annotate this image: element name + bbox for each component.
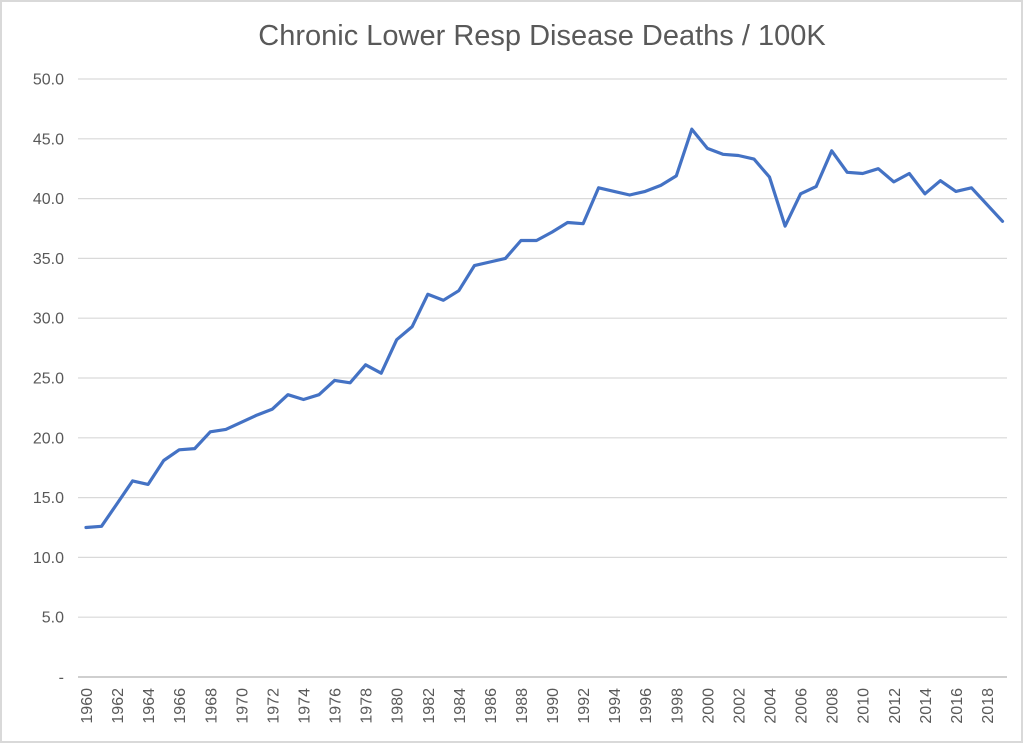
x-tick-label: 1980 (390, 688, 407, 724)
y-tick-label: 15.0 (33, 490, 64, 507)
chart-title: Chronic Lower Resp Disease Deaths / 100K (258, 20, 826, 52)
y-tick-label: 5.0 (42, 610, 64, 627)
x-tick-label: 1988 (514, 688, 531, 724)
x-tick-label: 1970 (234, 688, 251, 724)
x-tick-label: 1966 (172, 688, 189, 724)
y-tick-label: 25.0 (33, 371, 64, 388)
y-tick-label: 50.0 (33, 72, 64, 89)
y-tick-label: 30.0 (33, 311, 64, 328)
x-tick-label: 2000 (700, 688, 717, 724)
x-tick-label: 2016 (949, 688, 966, 724)
x-tick-label: 2002 (731, 688, 748, 724)
x-tick-label: 1976 (328, 688, 345, 724)
y-tick-label: 10.0 (33, 550, 64, 567)
data-series-line (84, 127, 1005, 530)
x-tick-label: 1968 (203, 688, 220, 724)
x-tick-label: 1992 (576, 688, 593, 724)
x-tick-label: 1984 (452, 688, 469, 724)
x-tick-label: 2006 (794, 688, 811, 724)
y-tick-label: 20.0 (33, 430, 64, 447)
x-tick-label: 1978 (359, 688, 376, 724)
y-tick-label: - (59, 670, 64, 687)
x-tick-label: 1996 (638, 688, 655, 724)
x-tick-label: 1982 (421, 688, 438, 724)
x-tick-label: 1998 (669, 688, 686, 724)
x-tick-label: 2004 (763, 688, 780, 724)
y-tick-label: 40.0 (33, 191, 64, 208)
x-tick-label: 1972 (265, 688, 282, 724)
x-tick-label: 2008 (825, 688, 842, 724)
x-tick-label: 2012 (887, 688, 904, 724)
y-tick-label: 45.0 (33, 131, 64, 148)
x-tick-label: 1964 (141, 688, 158, 724)
x-tick-label: 1994 (607, 688, 624, 724)
x-tick-label: 1960 (79, 688, 96, 724)
x-tick-label: 1974 (296, 688, 313, 724)
x-tick-label: 1990 (545, 688, 562, 724)
x-tick-label: 1986 (483, 688, 500, 724)
x-tick-label: 2014 (918, 688, 935, 724)
x-tick-label: 2018 (980, 688, 997, 724)
x-tick-label: 2010 (856, 688, 873, 724)
x-tick-label: 1962 (110, 688, 127, 724)
y-tick-label: 35.0 (33, 251, 64, 268)
